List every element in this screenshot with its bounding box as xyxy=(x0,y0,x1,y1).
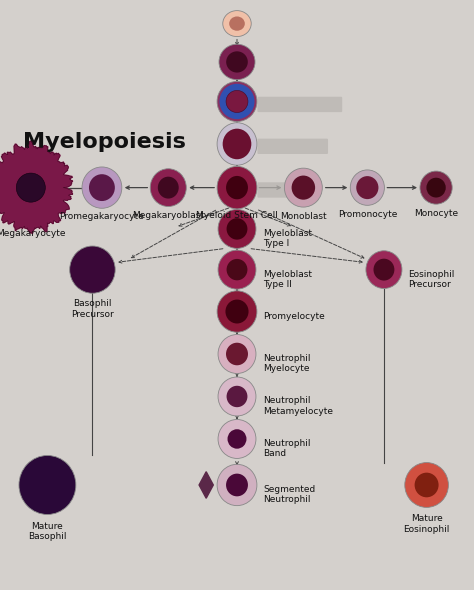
Ellipse shape xyxy=(374,258,394,281)
FancyBboxPatch shape xyxy=(257,97,342,112)
Ellipse shape xyxy=(219,84,255,119)
Ellipse shape xyxy=(150,169,186,206)
Ellipse shape xyxy=(218,419,256,458)
Ellipse shape xyxy=(217,464,257,506)
Ellipse shape xyxy=(19,455,76,514)
Ellipse shape xyxy=(226,300,248,323)
Ellipse shape xyxy=(226,176,248,199)
Ellipse shape xyxy=(158,176,179,199)
Ellipse shape xyxy=(217,81,257,122)
Text: Monocyte: Monocyte xyxy=(414,209,458,218)
Ellipse shape xyxy=(405,463,448,507)
Text: Promyelocyte: Promyelocyte xyxy=(263,312,325,320)
Ellipse shape xyxy=(415,473,438,497)
Text: Myeloid Stem Cell: Myeloid Stem Cell xyxy=(196,211,278,220)
Text: Monoblast: Monoblast xyxy=(280,212,327,221)
Ellipse shape xyxy=(89,174,115,201)
Polygon shape xyxy=(0,141,73,234)
Text: Myelopoiesis: Myelopoiesis xyxy=(23,132,186,152)
Ellipse shape xyxy=(70,246,115,293)
Text: Megakaryoblast: Megakaryoblast xyxy=(132,211,204,220)
Text: Mature
Basophil: Mature Basophil xyxy=(28,522,67,541)
Text: Mature
Eosinophil: Mature Eosinophil xyxy=(403,514,450,534)
Ellipse shape xyxy=(218,209,256,248)
Ellipse shape xyxy=(82,167,122,208)
Text: Segmented
Neutrophil: Segmented Neutrophil xyxy=(263,485,315,504)
Text: Neutrophil
Metamyelocyte: Neutrophil Metamyelocyte xyxy=(263,396,333,416)
FancyBboxPatch shape xyxy=(257,139,328,154)
Ellipse shape xyxy=(226,343,248,365)
Ellipse shape xyxy=(366,251,402,289)
Ellipse shape xyxy=(218,377,256,416)
Ellipse shape xyxy=(226,51,248,73)
Ellipse shape xyxy=(228,430,246,449)
Text: Megakaryocyte: Megakaryocyte xyxy=(0,229,65,238)
Ellipse shape xyxy=(218,335,256,373)
Ellipse shape xyxy=(229,17,245,31)
Ellipse shape xyxy=(217,166,257,209)
Ellipse shape xyxy=(420,171,452,204)
Text: Promegakaryocyte: Promegakaryocyte xyxy=(60,212,144,221)
Ellipse shape xyxy=(217,291,257,332)
Ellipse shape xyxy=(223,11,251,37)
Ellipse shape xyxy=(218,250,256,289)
Ellipse shape xyxy=(219,44,255,80)
Ellipse shape xyxy=(16,173,46,202)
Ellipse shape xyxy=(217,123,257,165)
FancyBboxPatch shape xyxy=(257,182,314,198)
Text: Neutrophil
Band: Neutrophil Band xyxy=(263,439,310,458)
Ellipse shape xyxy=(227,218,247,240)
Ellipse shape xyxy=(226,474,248,496)
Text: Basophil
Precursor: Basophil Precursor xyxy=(71,299,114,319)
Ellipse shape xyxy=(227,259,247,280)
Ellipse shape xyxy=(284,168,322,207)
Ellipse shape xyxy=(223,129,251,159)
Text: Eosinophil
Precursor: Eosinophil Precursor xyxy=(408,270,454,289)
Ellipse shape xyxy=(350,170,384,205)
Ellipse shape xyxy=(292,176,315,199)
Ellipse shape xyxy=(227,386,247,407)
Ellipse shape xyxy=(226,90,248,113)
Polygon shape xyxy=(199,472,213,498)
Ellipse shape xyxy=(356,176,378,199)
Text: Myeloblast
Type II: Myeloblast Type II xyxy=(263,270,312,289)
Text: Neutrophil
Myelocyte: Neutrophil Myelocyte xyxy=(263,354,310,373)
Text: Myeloblast
Type I: Myeloblast Type I xyxy=(263,229,312,248)
Ellipse shape xyxy=(427,178,446,198)
Text: Promonocyte: Promonocyte xyxy=(337,210,397,219)
